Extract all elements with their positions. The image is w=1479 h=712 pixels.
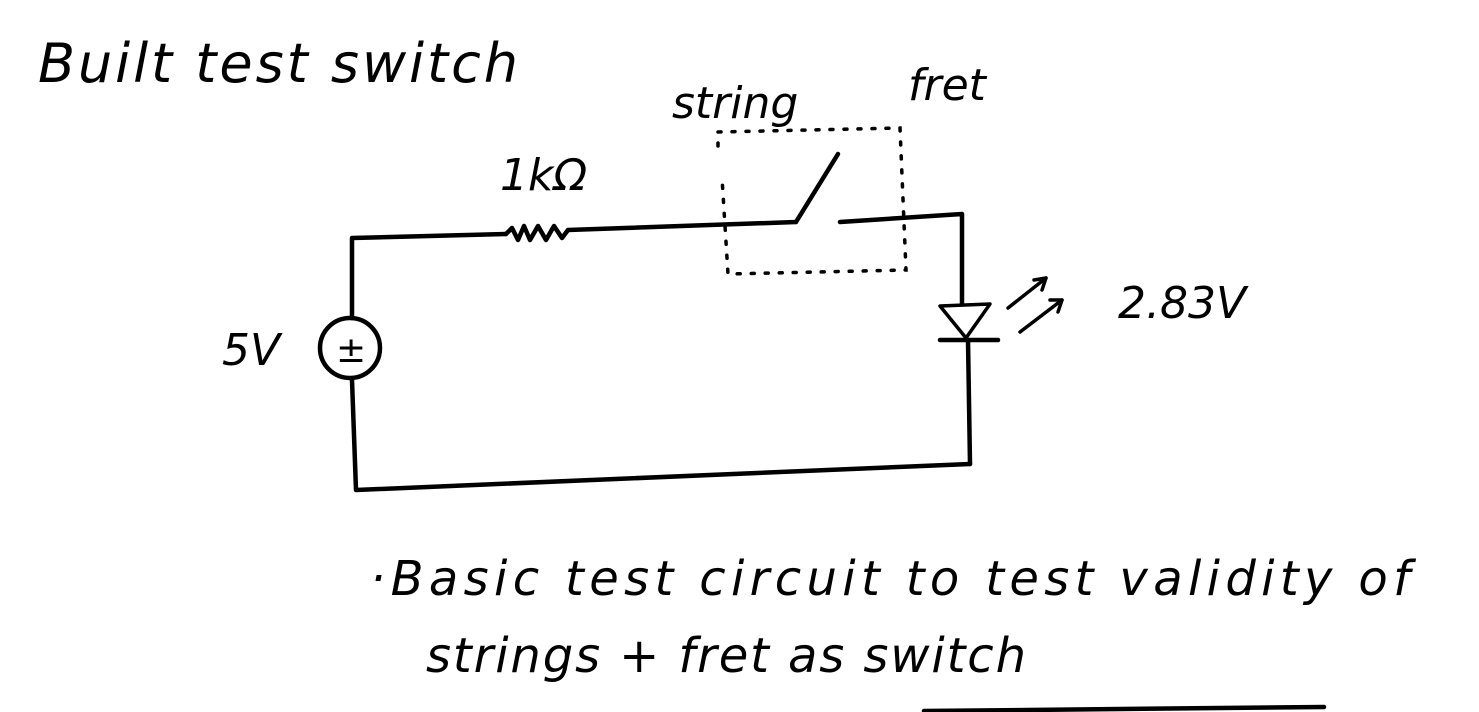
switch-blade bbox=[793, 151, 841, 225]
wire-resistor-to-switch bbox=[565, 219, 799, 233]
circuit-wires bbox=[349, 151, 973, 493]
wire-bottom bbox=[349, 377, 973, 493]
wire-led-to-bottom bbox=[965, 337, 973, 467]
fret-label: fret bbox=[908, 60, 988, 111]
led-arrowhead-upper bbox=[1032, 276, 1048, 292]
source-voltage-label: 5V bbox=[222, 325, 283, 376]
led-triangle bbox=[938, 302, 992, 340]
resistor-label: 1kΩ bbox=[500, 150, 587, 201]
resistor-symbol bbox=[503, 223, 571, 243]
string-label: string bbox=[672, 78, 798, 129]
switch-enclosure bbox=[716, 126, 908, 276]
bottom-edge-line bbox=[921, 704, 1327, 712]
led-symbol bbox=[937, 276, 1064, 343]
led-arrow-upper bbox=[1006, 276, 1048, 310]
voltage-source: ± bbox=[317, 315, 383, 381]
led-arrowhead-lower bbox=[1048, 298, 1064, 314]
note-line-2: strings + fret as switch bbox=[426, 628, 1026, 684]
led-voltage-label: 2.83V bbox=[1118, 278, 1249, 329]
source-polarity-symbol: ± bbox=[336, 330, 366, 371]
wire-left-top bbox=[349, 231, 509, 321]
voltage-source-circle bbox=[317, 315, 383, 381]
wire-switch-to-led bbox=[837, 211, 965, 307]
page-title: Built test switch bbox=[38, 32, 518, 95]
led-arrow-lower bbox=[1018, 298, 1064, 334]
note-line-1: ·Basic test circuit to test validity of bbox=[370, 551, 1416, 607]
